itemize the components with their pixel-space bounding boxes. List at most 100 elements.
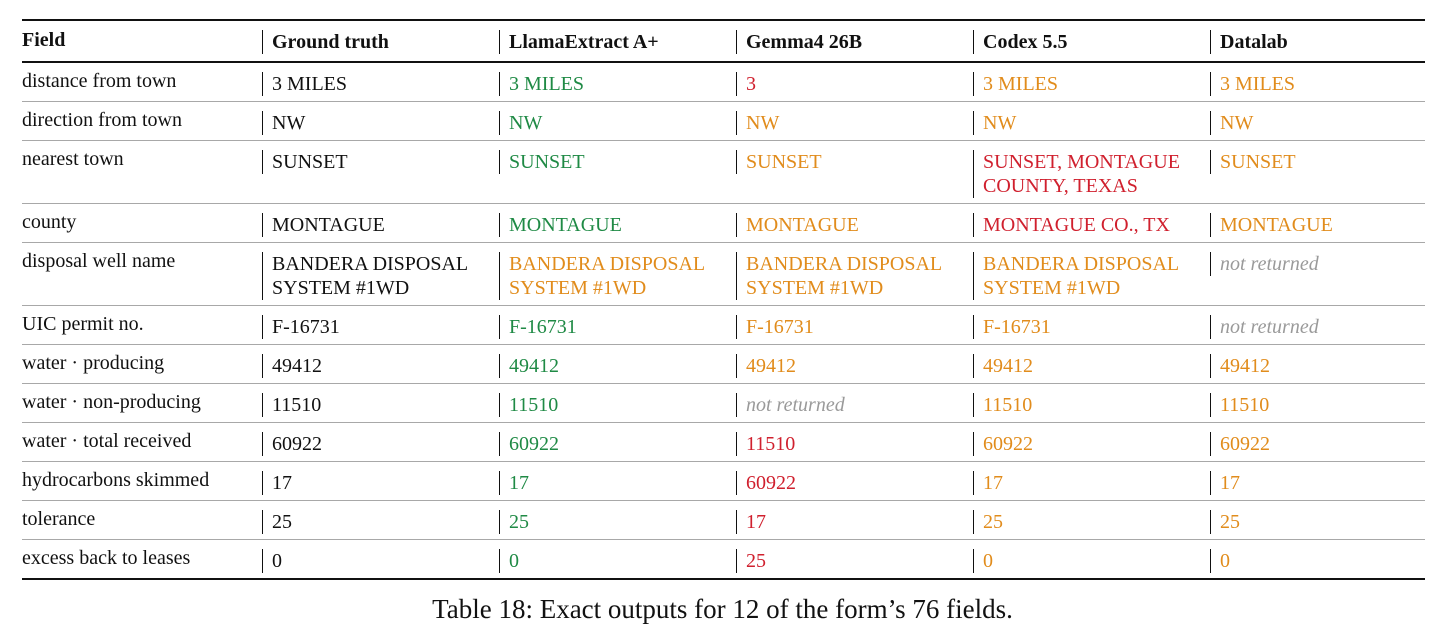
ground-truth-cell: 49412 <box>258 345 495 384</box>
datalab-cell: 25 <box>1206 501 1425 540</box>
llamaextract-value: 25 <box>499 510 732 534</box>
datalab-value: 17 <box>1210 471 1425 495</box>
header-codex: Codex 5.5 <box>969 20 1206 62</box>
field-name: water · producing <box>22 352 165 374</box>
codex-value: F-16731 <box>973 315 1206 339</box>
gemma4-value: 60922 <box>736 471 969 495</box>
gemma4-cell: SUNSET <box>732 141 969 204</box>
datalab-value: NW <box>1210 111 1425 135</box>
gemma4-cell: 60922 <box>732 462 969 501</box>
ground-truth-cell: MONTAGUE <box>258 204 495 243</box>
gemma4-value: 11510 <box>736 432 969 456</box>
gemma4-value: not returned <box>736 393 969 417</box>
codex-cell: 3 MILES <box>969 62 1206 102</box>
gemma4-cell: NW <box>732 102 969 141</box>
datalab-value: not returned <box>1210 315 1425 339</box>
gemma4-cell: BANDERA DISPOSAL SYSTEM #1WD <box>732 243 969 306</box>
ground-truth-cell: 0 <box>258 540 495 580</box>
datalab-value: 11510 <box>1210 393 1425 417</box>
codex-value: MONTAGUE CO., TX <box>973 213 1206 237</box>
field-name: hydrocarbons skimmed <box>22 469 210 491</box>
gemma4-value: 25 <box>736 549 969 573</box>
datalab-value: 3 MILES <box>1210 72 1425 96</box>
llamaextract-value: MONTAGUE <box>499 213 732 237</box>
datalab-cell: not returned <box>1206 243 1425 306</box>
ground-truth-value: 3 MILES <box>262 72 495 96</box>
header-label: LlamaExtract A+ <box>499 30 732 54</box>
gemma4-value: BANDERA DISPOSAL SYSTEM #1WD <box>736 252 969 300</box>
codex-value: 3 MILES <box>973 72 1206 96</box>
field-cell: tolerance <box>22 501 258 540</box>
datalab-cell: 60922 <box>1206 423 1425 462</box>
field-name: distance from town <box>22 70 177 92</box>
datalab-value: 60922 <box>1210 432 1425 456</box>
llamaextract-cell: SUNSET <box>495 141 732 204</box>
field-cell: water · producing <box>22 345 258 384</box>
field-cell: distance from town <box>22 62 258 102</box>
llamaextract-value: 0 <box>499 549 732 573</box>
field-name: direction from town <box>22 109 182 131</box>
table-row: direction from town NW NW NW NW NW <box>22 102 1425 141</box>
llamaextract-value: SUNSET <box>499 150 732 174</box>
ground-truth-value: 60922 <box>262 432 495 456</box>
ground-truth-cell: NW <box>258 102 495 141</box>
ground-truth-cell: 11510 <box>258 384 495 423</box>
table-row: water · total received 60922 60922 11510 609… <box>22 423 1425 462</box>
codex-value: 0 <box>973 549 1206 573</box>
llamaextract-cell: F-16731 <box>495 306 732 345</box>
header-datalab: Datalab <box>1206 20 1425 62</box>
table-body: distance from town 3 MILES 3 MILES 3 3 MILES… <box>22 62 1425 579</box>
codex-cell: 25 <box>969 501 1206 540</box>
codex-cell: 0 <box>969 540 1206 580</box>
table-row: county MONTAGUE MONTAGUE MONTAGUE MONTAGUE C… <box>22 204 1425 243</box>
gemma4-cell: 25 <box>732 540 969 580</box>
header-field: Field <box>22 20 258 62</box>
gemma4-cell: 49412 <box>732 345 969 384</box>
llamaextract-value: BANDERA DISPOSAL SYSTEM #1WD <box>499 252 732 300</box>
ground-truth-cell: 25 <box>258 501 495 540</box>
table-header-row: Field Ground truth LlamaExtract A+ Gemma… <box>22 20 1425 62</box>
ground-truth-value: MONTAGUE <box>262 213 495 237</box>
field-name: disposal well name <box>22 250 176 272</box>
header-label: Codex 5.5 <box>973 30 1206 54</box>
ground-truth-value: F-16731 <box>262 315 495 339</box>
llamaextract-value: 3 MILES <box>499 72 732 96</box>
datalab-cell: 3 MILES <box>1206 62 1425 102</box>
llamaextract-cell: NW <box>495 102 732 141</box>
codex-cell: BANDERA DISPOSAL SYSTEM #1WD <box>969 243 1206 306</box>
codex-value: BANDERA DISPOSAL SYSTEM #1WD <box>973 252 1206 300</box>
field-name: nearest town <box>22 148 124 170</box>
ground-truth-cell: 3 MILES <box>258 62 495 102</box>
codex-cell: 49412 <box>969 345 1206 384</box>
field-name: county <box>22 211 77 233</box>
table-row: disposal well name BANDERA DISPOSAL SYSTE… <box>22 243 1425 306</box>
field-cell: excess back to leases <box>22 540 258 580</box>
table-row: tolerance 25 25 17 25 25 <box>22 501 1425 540</box>
field-cell: water · non-producing <box>22 384 258 423</box>
codex-value: 49412 <box>973 354 1206 378</box>
field-cell: direction from town <box>22 102 258 141</box>
llamaextract-cell: 17 <box>495 462 732 501</box>
results-table: Field Ground truth LlamaExtract A+ Gemma… <box>22 19 1425 580</box>
header-label: Field <box>22 29 66 51</box>
header-gemma4: Gemma4 26B <box>732 20 969 62</box>
llamaextract-cell: 60922 <box>495 423 732 462</box>
codex-cell: SUNSET, MONTAGUE COUNTY, TEXAS <box>969 141 1206 204</box>
codex-value: 60922 <box>973 432 1206 456</box>
codex-value: 11510 <box>973 393 1206 417</box>
field-cell: water · total received <box>22 423 258 462</box>
ground-truth-value: 25 <box>262 510 495 534</box>
codex-value: 17 <box>973 471 1206 495</box>
ground-truth-value: 11510 <box>262 393 495 417</box>
ground-truth-cell: 17 <box>258 462 495 501</box>
table-row: excess back to leases 0 0 25 0 0 <box>22 540 1425 580</box>
table-row: water · non-producing 11510 11510 not retur… <box>22 384 1425 423</box>
datalab-cell: 49412 <box>1206 345 1425 384</box>
ground-truth-value: 49412 <box>262 354 495 378</box>
header-llamaextract: LlamaExtract A+ <box>495 20 732 62</box>
codex-cell: 11510 <box>969 384 1206 423</box>
header-label: Ground truth <box>262 30 495 54</box>
llamaextract-cell: 25 <box>495 501 732 540</box>
llamaextract-cell: 11510 <box>495 384 732 423</box>
gemma4-cell: not returned <box>732 384 969 423</box>
